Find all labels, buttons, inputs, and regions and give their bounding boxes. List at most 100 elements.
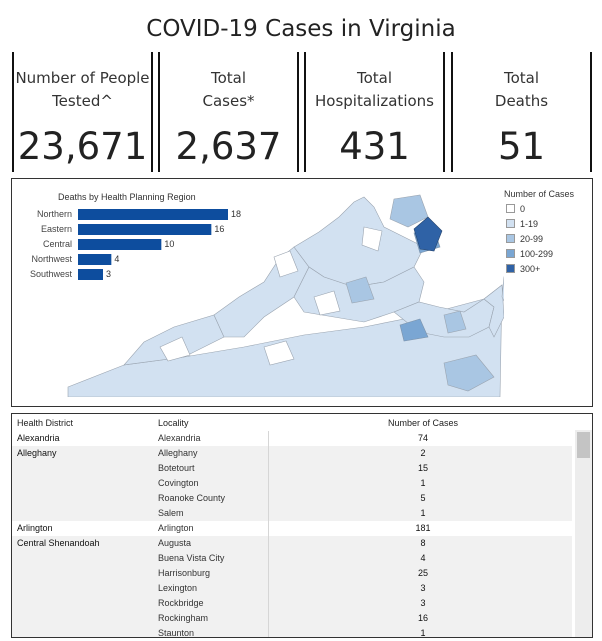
bar[interactable] xyxy=(78,209,228,220)
bar-value-label: 3 xyxy=(106,269,111,279)
bar[interactable] xyxy=(78,224,212,235)
locality-cell: Rockingham xyxy=(158,613,209,623)
bar[interactable] xyxy=(78,239,162,250)
map-region xyxy=(443,354,495,392)
kpi-tested: Number of People Tested^ 23,671 xyxy=(12,52,153,172)
kpi-hospitalizations-value: 431 xyxy=(339,125,410,168)
virginia-county-map[interactable] xyxy=(64,187,504,397)
cases-cell: 1 xyxy=(420,478,426,488)
cases-cell: 3 xyxy=(420,598,426,608)
locality-cell: Rockbridge xyxy=(158,598,204,608)
locality-cell: Covington xyxy=(158,478,199,488)
page-title: COVID-19 Cases in Virginia xyxy=(146,16,456,42)
locality-cell: Augusta xyxy=(158,538,192,548)
kpi-deaths-label: Total Deaths xyxy=(494,69,549,110)
locality-cell: Buena Vista City xyxy=(158,553,225,563)
kpi-total-cases-value: 2,637 xyxy=(175,125,282,168)
bar-value-label: 10 xyxy=(164,239,174,249)
locality-cell: Harrisonburg xyxy=(158,568,211,578)
map-region xyxy=(413,216,443,252)
health-district-cell: Alexandria xyxy=(17,433,60,443)
bar[interactable] xyxy=(78,269,103,280)
cases-cell: 74 xyxy=(417,433,428,443)
bar-category-label: Northern xyxy=(37,209,72,219)
legend-swatch xyxy=(506,264,515,273)
legend-label: 100-299 xyxy=(520,249,554,259)
legend-swatch xyxy=(506,204,515,213)
map-region xyxy=(443,310,467,334)
kpi-hospitalizations-label: Total Hospitalizations xyxy=(315,69,434,110)
table-row[interactable]: Roanoke County 5 xyxy=(12,491,572,506)
deaths-bar-chart: Northern 18 Eastern 16 Central 10 Northwest 4 So… xyxy=(30,209,241,280)
bar-category-label: Central xyxy=(43,239,72,249)
table-row[interactable]: Alexandria Alexandria 74 xyxy=(12,431,572,446)
scrollbar-thumb[interactable] xyxy=(577,432,590,458)
kpi-total-cases-label: Total Cases* xyxy=(202,69,255,110)
table-row[interactable]: Covington 1 xyxy=(12,476,572,491)
cases-cell: 3 xyxy=(420,583,426,593)
bar-chart-title: Deaths by Health Planning Region xyxy=(58,192,196,202)
table-row[interactable]: Rockingham 16 xyxy=(12,611,572,626)
legend-swatch xyxy=(506,249,515,258)
kpi-tested-value: 23,671 xyxy=(17,125,148,168)
kpi-deaths-value: 51 xyxy=(497,125,546,168)
legend-title: Number of Cases xyxy=(504,189,575,199)
locality-cell: Alleghany xyxy=(158,448,198,458)
map-region xyxy=(501,276,504,302)
legend-swatch xyxy=(506,219,515,228)
locality-cell: Botetourt xyxy=(158,463,195,473)
cases-cell: 1 xyxy=(420,628,426,638)
table-row[interactable]: Harrisonburg 25 xyxy=(12,566,572,581)
header-health-district[interactable]: Health District xyxy=(17,418,74,428)
table-row[interactable]: Alleghany Alleghany 2 xyxy=(12,446,572,461)
table-row[interactable]: Arlington Arlington 181 xyxy=(12,521,572,536)
health-district-cell: Central Shenandoah xyxy=(17,538,100,548)
table-row[interactable]: Lexington 3 xyxy=(12,581,572,596)
locality-cell: Salem xyxy=(158,508,184,518)
cases-cell: 181 xyxy=(415,523,431,533)
health-district-cell: Arlington xyxy=(17,523,53,533)
legend-label: 300+ xyxy=(520,264,541,274)
table-row[interactable]: Staunton 1 xyxy=(12,626,572,638)
legend-swatch xyxy=(506,234,515,243)
bar-value-label: 18 xyxy=(231,209,241,219)
header-locality[interactable]: Locality xyxy=(158,418,189,428)
legend-item[interactable]: 100-299 xyxy=(506,249,553,260)
cases-cell: 4 xyxy=(420,553,426,563)
bar-category-label: Eastern xyxy=(41,224,72,234)
kpi-hospitalizations: Total Hospitalizations 431 xyxy=(304,52,445,172)
table-scrollbar[interactable] xyxy=(575,430,592,637)
table-row[interactable]: Central Shenandoah Augusta 8 xyxy=(12,536,572,551)
kpi-deaths: Total Deaths 51 xyxy=(451,52,592,172)
column-divider xyxy=(268,431,269,637)
locality-cell: Alexandria xyxy=(158,433,201,443)
cases-cell: 1 xyxy=(420,508,426,518)
locality-cell: Staunton xyxy=(158,628,195,638)
map-region xyxy=(345,276,375,304)
legend-label: 20-99 xyxy=(520,234,544,244)
bar[interactable] xyxy=(78,254,112,265)
legend-label: 1-19 xyxy=(520,219,539,229)
cases-cell: 16 xyxy=(417,613,428,623)
map-panel: Deaths by Health Planning Region Norther… xyxy=(11,178,593,407)
table-row[interactable]: Botetourt 15 xyxy=(12,461,572,476)
table-row[interactable]: Salem 1 xyxy=(12,506,572,521)
header-number-of-cases[interactable]: Number of Cases xyxy=(387,418,459,428)
table-row[interactable]: Buena Vista City 4 xyxy=(12,551,572,566)
kpi-total-cases: Total Cases* 2,637 xyxy=(158,52,299,172)
legend-item[interactable]: 0 xyxy=(506,204,525,215)
bar-value-label: 16 xyxy=(214,224,224,234)
kpi-tested-label: Number of People Tested^ xyxy=(15,69,150,110)
map-region xyxy=(389,194,429,228)
legend-item[interactable]: 20-99 xyxy=(506,234,543,245)
legend-item[interactable]: 300+ xyxy=(506,264,540,275)
health-district-cell: Alleghany xyxy=(17,448,57,458)
bar-category-label: Southwest xyxy=(30,269,73,279)
table-row[interactable]: Rockbridge 3 xyxy=(12,596,572,611)
cases-cell: 8 xyxy=(420,538,426,548)
map-region xyxy=(159,336,191,362)
bar-category-label: Northwest xyxy=(31,254,72,264)
legend-item[interactable]: 1-19 xyxy=(506,219,538,230)
locality-cell: Lexington xyxy=(158,583,198,593)
legend-label: 0 xyxy=(520,204,526,214)
